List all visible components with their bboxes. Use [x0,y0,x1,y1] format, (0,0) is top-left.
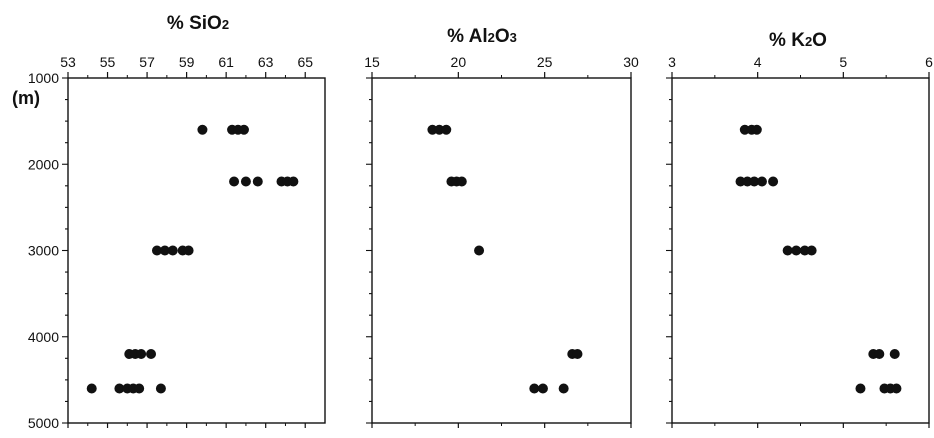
panel-title-1: % SiO2 [167,13,229,34]
panel-title-3: % K2O [769,30,827,51]
data-point [252,176,263,187]
y-axis-unit-label: (m) [12,88,40,108]
data-point [238,124,249,135]
x-tick-label: 65 [297,54,313,70]
data-point [159,245,170,256]
x-tick-label: 55 [100,54,116,70]
data-point [240,176,251,187]
x-tick-label: 6 [925,54,933,70]
data-point [155,383,166,394]
panel-title-2: % Al2O3 [447,26,517,47]
x-tick-label: 53 [60,54,76,70]
x-tick-label: 3 [668,54,676,70]
data-point [434,124,445,135]
x-tick-label: 5 [839,54,847,70]
x-tick-label: 30 [623,54,639,70]
x-tick-label: 57 [139,54,155,70]
data-point [791,245,802,256]
y-tick-label: 3000 [28,243,59,259]
data-point [751,124,762,135]
data-point [183,245,194,256]
data-point [474,245,485,256]
data-point [529,383,540,394]
data-point [456,176,467,187]
data-point [742,176,753,187]
y-tick-label: 2000 [28,156,59,172]
data-point [874,349,885,359]
x-tick-label: 20 [451,54,467,70]
data-point [441,124,452,135]
data-point [167,245,178,256]
data-point [427,124,438,135]
data-point [572,349,583,359]
data-point [768,176,779,187]
data-point [889,349,900,359]
data-point [739,124,750,135]
x-tick-label: 4 [754,54,762,70]
data-point [151,245,162,256]
x-tick-label: 59 [179,54,195,70]
x-tick-label: 15 [364,54,380,70]
data-point [799,245,810,256]
data-point [86,383,97,394]
data-point [558,383,569,394]
data-point [735,176,746,187]
data-point [782,245,793,256]
data-point [855,383,866,394]
x-tick-label: 61 [218,54,234,70]
data-point [114,383,125,394]
data-point [537,383,548,394]
data-point [197,124,208,135]
x-tick-label: 63 [258,54,274,70]
data-point [288,176,299,187]
y-tick-label: 4000 [28,329,59,345]
y-tick-label: 1000 [28,70,59,86]
plot-frame-1 [67,77,326,424]
data-point [229,176,240,187]
data-point [806,245,817,256]
data-point [146,349,157,359]
data-point [891,383,902,394]
data-point [134,383,145,394]
data-point [136,349,147,359]
data-point [749,176,760,187]
plot-frame-2 [371,77,632,424]
y-tick-label: 5000 [28,415,59,431]
x-tick-label: 25 [537,54,553,70]
data-point [756,176,767,187]
